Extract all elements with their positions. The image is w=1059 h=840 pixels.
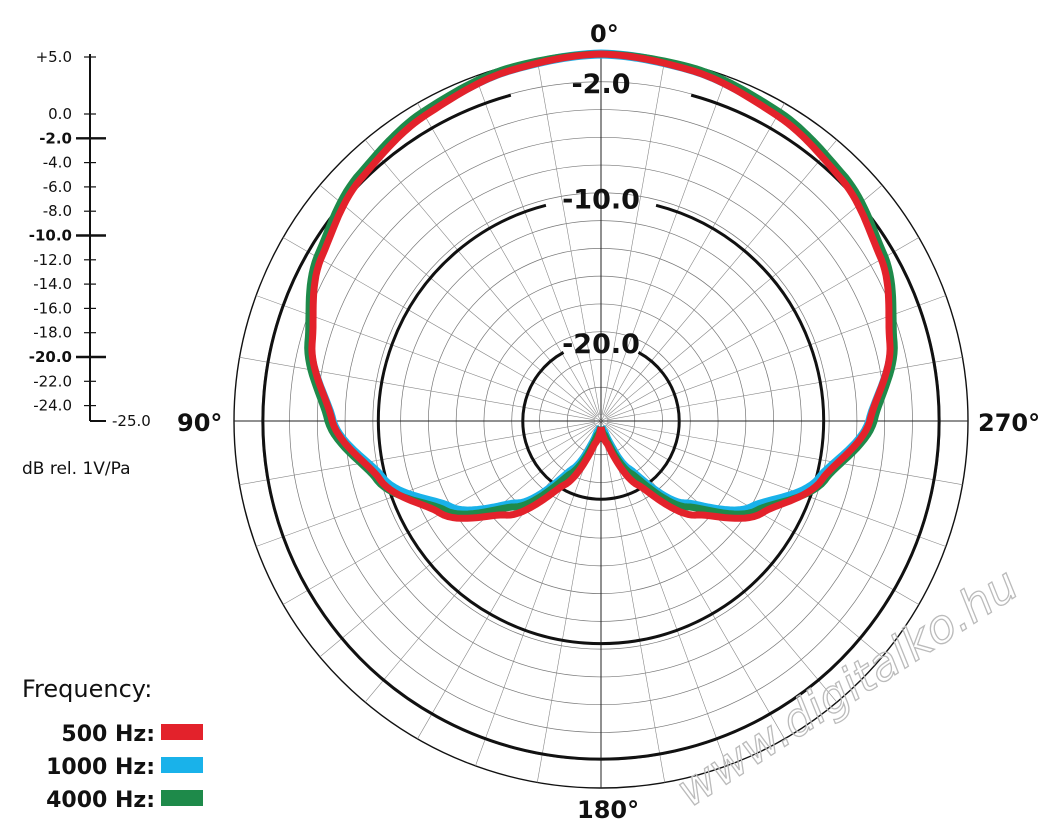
legend-swatch bbox=[161, 790, 203, 806]
grid-spoke bbox=[364, 139, 598, 417]
grid-spoke bbox=[602, 76, 727, 416]
grid-spoke bbox=[239, 421, 596, 486]
grid-spoke bbox=[604, 139, 838, 417]
grid-spoke bbox=[606, 421, 963, 486]
grid-spoke bbox=[602, 426, 727, 766]
polar-grid bbox=[233, 53, 969, 789]
legend-swatch bbox=[161, 757, 203, 773]
scale-tick-label: +5.0 bbox=[36, 48, 72, 66]
grid-spoke bbox=[600, 237, 919, 422]
grid-spoke bbox=[601, 426, 666, 783]
scale-tick-label: -4.0 bbox=[43, 154, 72, 172]
scale-tick-label: -14.0 bbox=[33, 275, 72, 293]
grid-spoke bbox=[283, 237, 602, 422]
legend-label: 1000 Hz: bbox=[46, 755, 155, 780]
watermark: www.digitalko.hu bbox=[667, 557, 1028, 818]
ring-label: -2.0 bbox=[571, 69, 630, 100]
emphasized-ring bbox=[376, 203, 826, 646]
polar-series bbox=[304, 49, 898, 522]
scale-tick-label: -10.0 bbox=[29, 227, 72, 245]
scale-tick-label: -2.0 bbox=[39, 129, 72, 147]
scale-tick-label: 0.0 bbox=[48, 105, 72, 123]
grid-spoke bbox=[475, 426, 600, 766]
angle-label-270: 270° bbox=[978, 409, 1040, 437]
ring-labels: -2.0 -10.0 -20.0 bbox=[562, 69, 640, 360]
scale-tick-label: -24.0 bbox=[33, 397, 72, 415]
series-curve bbox=[308, 50, 894, 522]
scale-tick-label: -8.0 bbox=[43, 202, 72, 220]
scale-tick-label: -12.0 bbox=[33, 251, 72, 269]
legend-title: Frequency: bbox=[22, 675, 152, 703]
grid-spoke bbox=[475, 76, 600, 416]
scale-tick-label: -16.0 bbox=[33, 299, 72, 317]
scale-tick-label: -18.0 bbox=[33, 324, 72, 342]
angle-label-0: 0° bbox=[590, 20, 619, 48]
scale-tick-label: -25.0 bbox=[112, 412, 151, 430]
grid-spoke bbox=[601, 59, 666, 416]
grid-spoke bbox=[239, 356, 596, 421]
grid-spoke bbox=[319, 424, 597, 658]
grid-spoke bbox=[536, 426, 601, 783]
angle-label-180: 180° bbox=[577, 796, 639, 824]
angle-label-90: 90° bbox=[177, 409, 222, 437]
scale-tick-label: -20.0 bbox=[29, 348, 72, 366]
db-scale: +5.0 0.0 -2.0 -4.0 -6.0 -8.0 -10.0 -12.0 -14.0 -1… bbox=[29, 48, 151, 430]
unit-label: dB rel. 1V/Pa bbox=[22, 459, 131, 479]
emphasized-rings bbox=[261, 93, 941, 761]
scale-tick-label: -6.0 bbox=[43, 178, 72, 196]
legend-label: 4000 Hz: bbox=[46, 788, 155, 813]
legend-swatch bbox=[161, 724, 203, 740]
scale-tick-label: -22.0 bbox=[33, 372, 72, 390]
ring-label: -20.0 bbox=[562, 329, 640, 360]
emphasized-ring bbox=[521, 351, 681, 501]
grid-spoke bbox=[605, 424, 883, 658]
grid-spoke bbox=[606, 422, 946, 547]
grid-spoke bbox=[606, 356, 963, 421]
emphasized-ring bbox=[261, 93, 941, 761]
grid-spoke bbox=[604, 425, 838, 703]
grid-spoke bbox=[605, 184, 883, 418]
grid-spoke bbox=[417, 103, 602, 422]
grid-spoke bbox=[319, 184, 597, 418]
grid-spoke bbox=[256, 422, 596, 547]
ring-label: -10.0 bbox=[562, 184, 640, 215]
grid-spoke bbox=[364, 425, 598, 703]
grid-spoke bbox=[600, 103, 785, 422]
legend-label: 500 Hz: bbox=[61, 722, 155, 747]
legend: Frequency: 500 Hz: 1000 Hz: 4000 Hz: bbox=[22, 675, 203, 813]
grid-spoke bbox=[536, 59, 601, 416]
